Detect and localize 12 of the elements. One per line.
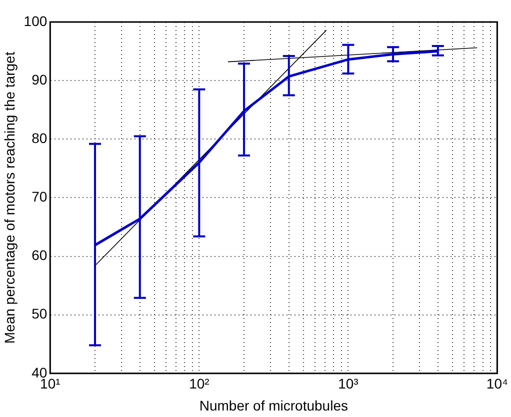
y-axis-title: Mean percentage of motors reaching the target xyxy=(1,52,18,344)
x-tick-label: 10³ xyxy=(338,376,359,392)
y-tick-label: 60 xyxy=(32,247,48,264)
x-tick-label: 10⁴ xyxy=(486,376,508,392)
y-tick-label: 90 xyxy=(32,71,48,88)
y-tick-label: 100 xyxy=(24,12,48,29)
x-axis-title: Number of microtubules xyxy=(199,397,348,414)
y-tick-label: 40 xyxy=(32,364,48,380)
x-tick-label: 10² xyxy=(189,376,210,392)
y-tick-label: 80 xyxy=(32,130,48,146)
y-tick-label: 50 xyxy=(32,306,48,322)
y-tick-label: 70 xyxy=(32,188,48,205)
